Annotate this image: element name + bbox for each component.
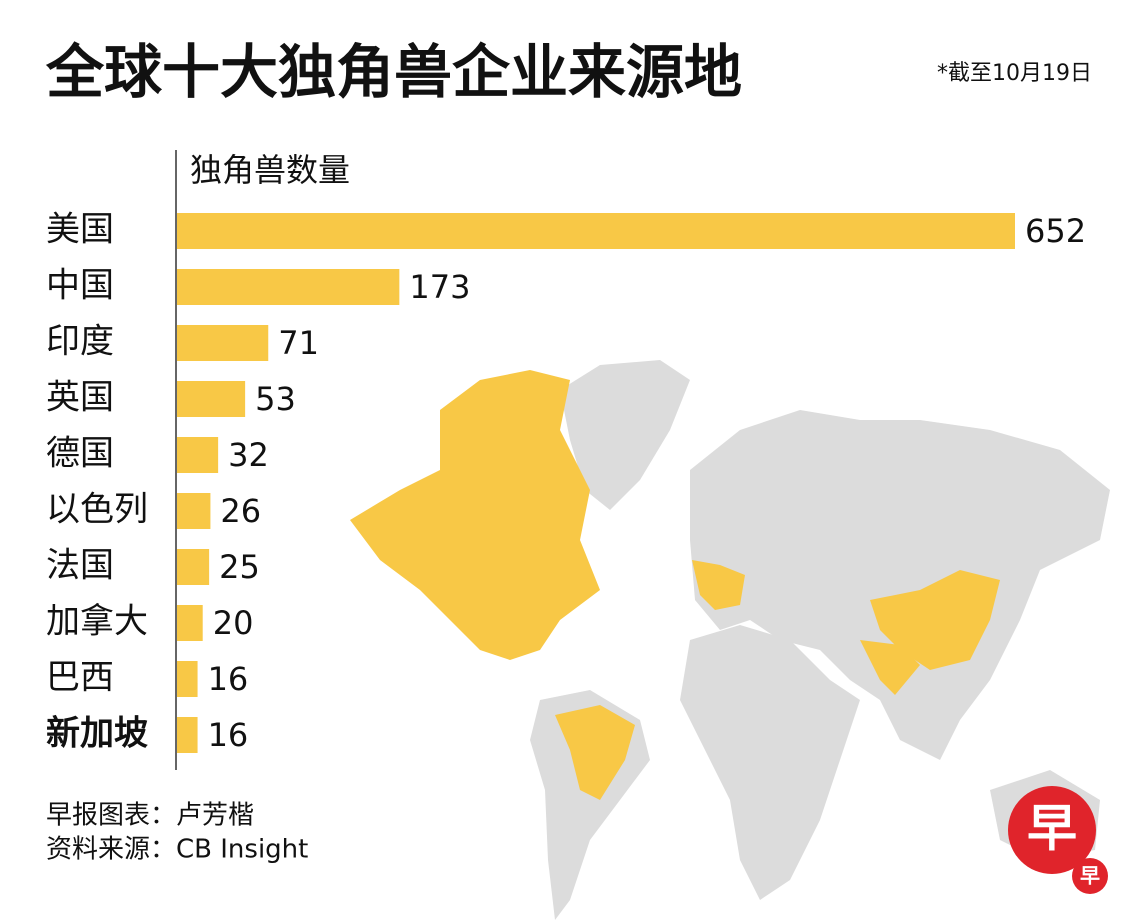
logo-small-text: 早 (1080, 864, 1100, 888)
bar (177, 213, 1015, 249)
value-label: 20 (213, 604, 254, 642)
category-label: 印度 (46, 322, 114, 362)
bar (177, 605, 203, 641)
bar (177, 381, 246, 417)
category-label: 以色列 (46, 490, 148, 530)
bar (177, 493, 211, 529)
bar (177, 717, 198, 753)
bar (177, 437, 219, 473)
subtitle: *截至10月19日 (937, 61, 1092, 86)
world-map (350, 360, 1110, 920)
chart-title: 全球十大独角兽企业来源地 (45, 38, 742, 106)
greenland (560, 360, 690, 510)
category-label: 加拿大 (46, 602, 148, 642)
bar (177, 549, 210, 585)
africa (680, 625, 860, 900)
credit: 早报图表：卢芳楷 (46, 801, 254, 831)
axis-label: 独角兽数量 (190, 151, 350, 189)
category-label: 新加坡 (46, 714, 148, 754)
category-label: 中国 (46, 266, 114, 306)
india-highlight (860, 640, 920, 695)
china-highlight (870, 570, 1000, 670)
category-label: 巴西 (46, 658, 114, 698)
logo-text: 早 (1027, 800, 1077, 858)
value-label: 16 (208, 660, 249, 698)
bar (177, 269, 400, 305)
value-label: 173 (409, 268, 470, 306)
europe-highlight (692, 560, 745, 610)
source: 资料来源：CB Insight (46, 835, 308, 865)
value-label: 16 (208, 716, 249, 754)
category-label: 英国 (46, 378, 114, 418)
value-label: 25 (219, 548, 260, 586)
bar (177, 661, 198, 697)
value-label: 53 (255, 380, 296, 418)
value-label: 32 (228, 436, 269, 474)
value-label: 652 (1025, 212, 1086, 250)
value-label: 26 (220, 492, 261, 530)
category-label: 美国 (46, 210, 114, 250)
category-label: 德国 (46, 434, 114, 474)
north-america-highlight (350, 370, 600, 660)
logo-circle (1008, 786, 1096, 874)
logo-small-circle (1072, 858, 1108, 894)
brazil-highlight (555, 705, 635, 800)
bar (177, 325, 269, 361)
category-label: 法国 (46, 546, 114, 586)
value-label: 71 (278, 324, 319, 362)
eurasia (690, 410, 1110, 760)
